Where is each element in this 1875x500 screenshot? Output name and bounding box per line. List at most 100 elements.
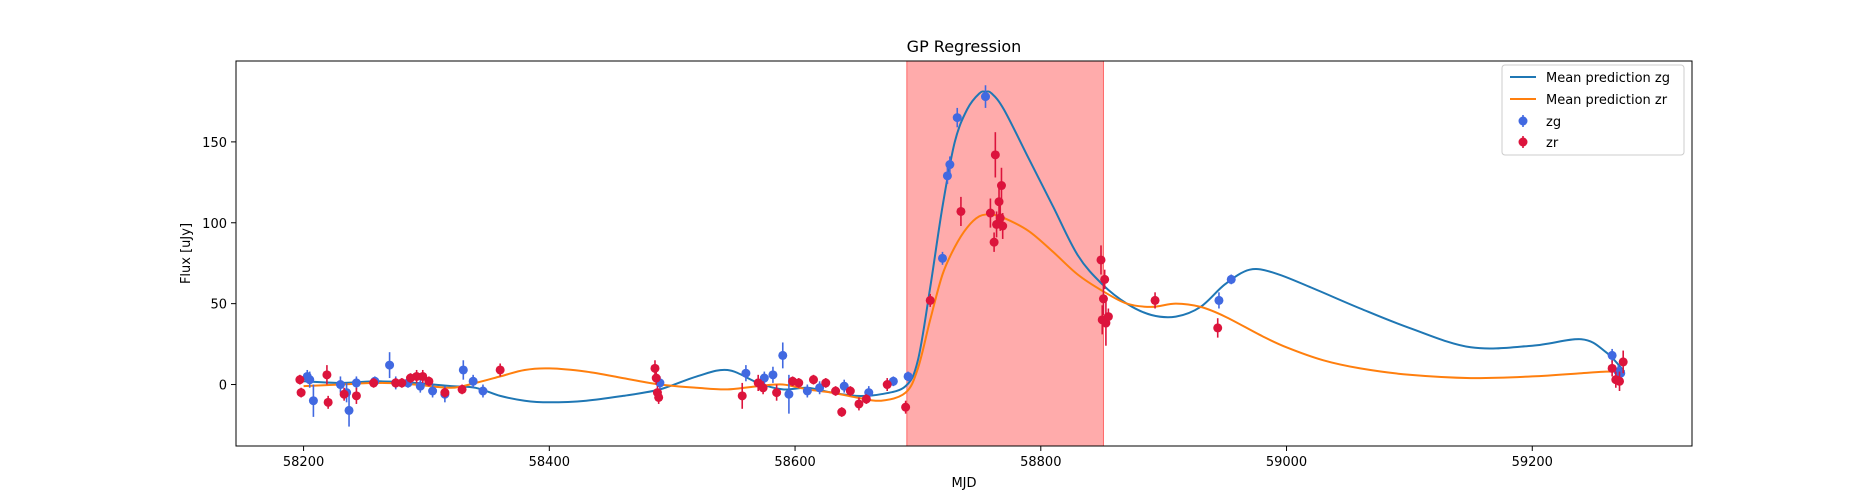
data-point-zr: [990, 150, 1000, 160]
data-point-zr: [1103, 312, 1113, 322]
data-point-zg: [305, 375, 315, 385]
data-point-zg: [942, 171, 952, 181]
x-tick-label: 58800: [1020, 455, 1061, 470]
data-point-zg: [1607, 350, 1617, 360]
x-tick-label: 58200: [283, 455, 324, 470]
data-point-zg: [308, 396, 318, 406]
data-point-zg: [945, 160, 955, 170]
x-tick-label: 59200: [1512, 455, 1553, 470]
data-point-zr: [296, 388, 306, 398]
data-point-zr: [650, 363, 660, 373]
data-point-zr: [495, 365, 505, 375]
data-point-zg: [385, 360, 395, 370]
data-point-zr: [457, 384, 467, 394]
data-point-zr: [831, 386, 841, 396]
data-point-zr: [837, 407, 847, 417]
y-tick-label: 50: [210, 298, 227, 313]
data-point-zr: [322, 370, 332, 380]
chart-legend: Mean prediction zg Mean prediction zr zg zr: [1501, 64, 1685, 156]
data-point-zr: [654, 392, 664, 402]
data-point-zg: [952, 113, 962, 123]
x-axis-label: MJD: [951, 476, 976, 491]
data-point-zr: [821, 378, 831, 388]
data-point-zr: [418, 371, 428, 381]
data-point-zr: [882, 380, 892, 390]
data-point-zg: [981, 92, 991, 102]
x-tick-label: 59000: [1266, 455, 1307, 470]
legend-label: Mean prediction zr: [1546, 93, 1668, 108]
legend-marker-swatch: [1518, 116, 1528, 126]
data-point-zr: [651, 373, 661, 383]
data-point-zr: [1096, 255, 1106, 265]
data-point-zg: [1214, 295, 1224, 305]
data-point-zg: [468, 376, 478, 386]
highlight-band: [906, 60, 1104, 447]
y-tick-label: 100: [202, 217, 227, 232]
legend-box: [1501, 64, 1685, 156]
data-point-zr: [351, 391, 361, 401]
data-point-zg: [937, 253, 947, 263]
data-point-zg: [903, 371, 913, 381]
data-point-zg: [1226, 274, 1236, 284]
data-point-zg: [759, 373, 769, 383]
legend-marker-swatch: [1518, 137, 1528, 147]
highlight-band-layer: [906, 60, 1104, 447]
prediction-lines: [303, 90, 1626, 404]
data-point-zr: [854, 399, 864, 409]
x-tick-label: 58400: [529, 455, 570, 470]
prediction-line-zg: [303, 90, 1626, 404]
data-point-zr: [1618, 357, 1628, 367]
data-point-zr: [369, 378, 379, 388]
observation-points: [295, 85, 1628, 427]
data-point-zr: [1100, 274, 1110, 284]
chart-title: GP Regression: [907, 37, 1022, 56]
data-point-zr: [1615, 376, 1625, 386]
data-point-zr: [998, 221, 1008, 231]
data-point-zr: [901, 402, 911, 412]
data-point-zr: [925, 295, 935, 305]
data-point-zr: [737, 391, 747, 401]
y-tick-label: 150: [202, 136, 227, 151]
data-point-zr: [985, 208, 995, 218]
data-point-zg: [344, 405, 354, 415]
data-point-zr: [989, 237, 999, 247]
data-point-zg: [458, 365, 468, 375]
data-point-zr: [956, 206, 966, 216]
data-point-zr: [295, 375, 305, 385]
data-point-zr: [440, 388, 450, 398]
data-point-zr: [758, 383, 768, 393]
axis-ticks: 58200 58400 58600 58800 59000 59200 0 50 100 150: [202, 136, 1553, 470]
data-point-zr: [1213, 323, 1223, 333]
x-tick-label: 58600: [774, 455, 815, 470]
y-axis-label: Flux [uJy]: [179, 223, 194, 284]
legend-label: zg: [1546, 115, 1561, 130]
data-point-zr: [772, 388, 782, 398]
legend-label: Mean prediction zg: [1546, 71, 1670, 86]
data-point-zr: [794, 378, 804, 388]
data-point-zg: [839, 381, 849, 391]
data-point-zg: [428, 386, 438, 396]
data-point-zr: [845, 386, 855, 396]
data-point-zr: [424, 376, 434, 386]
data-point-zg: [478, 386, 488, 396]
data-point-zg: [335, 380, 345, 390]
data-point-zg: [741, 368, 751, 378]
data-point-zg: [778, 350, 788, 360]
y-tick-label: 0: [219, 379, 227, 394]
plot-area-frame: [235, 60, 1693, 447]
data-point-zr: [808, 375, 818, 385]
data-point-zr: [1150, 295, 1160, 305]
data-point-zr: [861, 394, 871, 404]
data-point-zr: [1607, 363, 1617, 373]
data-point-zg: [815, 383, 825, 393]
data-point-zg: [415, 381, 425, 391]
data-point-zr: [996, 181, 1006, 191]
data-point-zr: [323, 397, 333, 407]
data-point-zg: [802, 386, 812, 396]
data-point-zg: [784, 389, 794, 399]
data-point-zg: [351, 378, 361, 388]
legend-label: zr: [1546, 136, 1559, 151]
data-point-zr: [339, 389, 349, 399]
data-point-zr: [397, 378, 407, 388]
